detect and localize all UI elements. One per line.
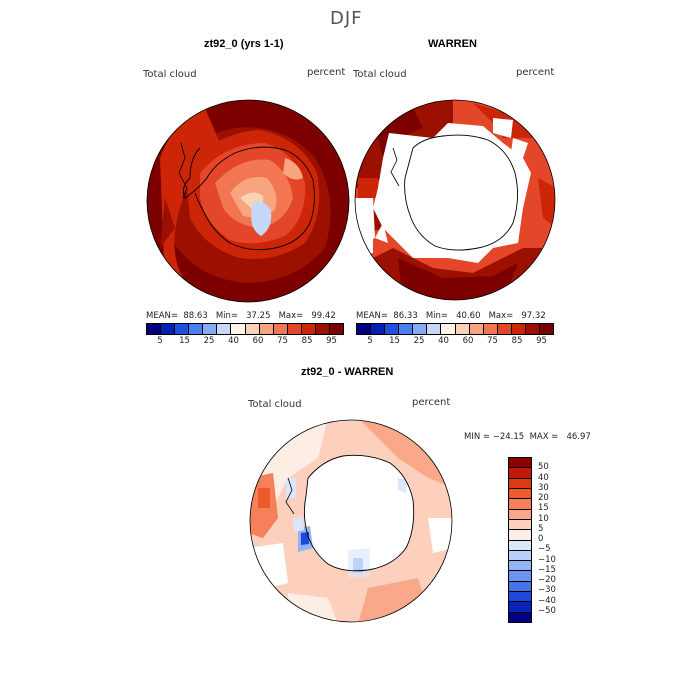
colorbar-tick-label: 25 (203, 336, 215, 346)
colorbar-tick-label: 85 (301, 336, 313, 346)
right-colorbar (356, 323, 554, 335)
colorbar-swatch (483, 324, 498, 334)
colorbar-tick-label: −15 (538, 564, 556, 575)
colorbar-swatch (441, 324, 456, 334)
colorbar-swatch (203, 324, 218, 334)
colorbar-swatch (330, 324, 344, 334)
colorbar-swatch (315, 324, 331, 334)
left-polar-map (146, 99, 350, 303)
colorbar-tick-label: 15 (538, 503, 549, 514)
diff-panel-title: zt92_0 - WARREN (301, 366, 394, 378)
colorbar-swatch (509, 561, 531, 572)
colorbar-tick-label: 15 (389, 336, 400, 346)
colorbar-swatch (217, 324, 232, 334)
colorbar-swatch (455, 324, 470, 334)
colorbar-swatch (509, 612, 531, 622)
colorbar-tick-label: 85 (511, 336, 523, 346)
left-colorbar-ticks: 5 15 25 40 60 75 85 95 (146, 336, 342, 348)
diff-minmax: MIN = −24.15 MAX = 46.97 (464, 432, 591, 442)
colorbar-swatch (509, 458, 531, 469)
colorbar-tick-label: 10 (538, 513, 549, 524)
colorbar-swatch (357, 324, 372, 334)
colorbar-tick-label: 5 (367, 336, 373, 346)
colorbar-swatch (385, 324, 400, 334)
colorbar-swatch (509, 519, 531, 531)
colorbar-swatch (509, 581, 531, 593)
colorbar-swatch (399, 324, 414, 334)
colorbar-tick-label: 95 (536, 336, 547, 346)
left-colorbar (146, 323, 344, 335)
colorbar-tick-label: 75 (277, 336, 288, 346)
colorbar-tick-label: 40 (228, 336, 239, 346)
colorbar-swatch (509, 602, 531, 613)
right-panel-title: WARREN (428, 38, 477, 50)
colorbar-swatch (511, 324, 526, 334)
right-stats: MEAN= 86.33 Min= 40.60 Max= 97.32 (356, 311, 546, 321)
colorbar-swatch (161, 324, 176, 334)
colorbar-swatch (259, 324, 274, 334)
colorbar-tick-label: 5 (538, 523, 544, 534)
colorbar-tick-label: 30 (538, 482, 549, 493)
colorbar-swatch (245, 324, 260, 334)
colorbar-tick-label: −50 (538, 605, 556, 616)
colorbar-swatch (497, 324, 512, 334)
colorbar-swatch (371, 324, 386, 334)
figure-title: DJF (330, 8, 363, 29)
right-colorbar-ticks: 5 15 25 40 60 75 85 95 (356, 336, 552, 348)
right-units-label: percent (516, 67, 555, 78)
colorbar-swatch (175, 324, 190, 334)
colorbar-swatch (540, 324, 554, 334)
left-stats: MEAN= 88.63 Min= 37.25 Max= 99.42 (146, 311, 336, 321)
colorbar-tick-label: −20 (538, 575, 556, 585)
colorbar-tick-label: 95 (326, 336, 337, 346)
colorbar-swatch (509, 592, 531, 603)
colorbar-swatch (189, 324, 204, 334)
colorbar-tick-label: 15 (179, 336, 190, 346)
left-variable-label: Total cloud (143, 69, 197, 80)
colorbar-tick-label: 40 (438, 336, 449, 346)
colorbar-swatch (509, 468, 531, 479)
colorbar-swatch (427, 324, 442, 334)
colorbar-tick-label: 60 (462, 336, 474, 346)
colorbar-swatch (525, 324, 541, 334)
colorbar-tick-label: −30 (538, 585, 556, 596)
left-panel-title: zt92_0 (yrs 1-1) (204, 38, 284, 50)
colorbar-swatch (509, 499, 531, 510)
colorbar-swatch (509, 488, 531, 500)
colorbar-swatch (147, 324, 162, 334)
colorbar-tick-label: −10 (538, 554, 556, 565)
colorbar-swatch (509, 478, 531, 489)
diff-polar-map (249, 419, 453, 623)
colorbar-tick-label: 50 (538, 462, 549, 473)
colorbar-tick-label: −40 (538, 595, 556, 606)
colorbar-tick-label: 25 (413, 336, 425, 346)
colorbar-swatch (509, 571, 531, 582)
colorbar-swatch (509, 550, 531, 562)
colorbar-swatch (413, 324, 428, 334)
colorbar-tick-label: 0 (538, 534, 544, 544)
colorbar-swatch (231, 324, 246, 334)
right-polar-map (354, 99, 556, 301)
diff-units-label: percent (412, 397, 451, 408)
colorbar-swatch (509, 509, 531, 520)
colorbar-tick-label: −5 (538, 544, 551, 555)
diff-colorbar-ticks: 50 40 30 20 15 10 5 0 −5 −10 −15 −20 −30 −40 −50 (538, 457, 578, 621)
colorbar-tick-label: 75 (487, 336, 498, 346)
diff-colorbar (508, 457, 532, 623)
colorbar-swatch (287, 324, 302, 334)
colorbar-swatch (273, 324, 288, 334)
colorbar-tick-label: 5 (157, 336, 163, 346)
colorbar-tick-label: 20 (538, 493, 549, 503)
colorbar-tick-label: 40 (538, 472, 549, 483)
diff-variable-label: Total cloud (248, 399, 302, 410)
colorbar-swatch (469, 324, 484, 334)
colorbar-tick-label: 60 (252, 336, 264, 346)
left-units-label: percent (307, 67, 346, 78)
right-variable-label: Total cloud (353, 69, 407, 80)
colorbar-swatch (509, 540, 531, 551)
colorbar-swatch (509, 530, 531, 541)
colorbar-swatch (301, 324, 316, 334)
